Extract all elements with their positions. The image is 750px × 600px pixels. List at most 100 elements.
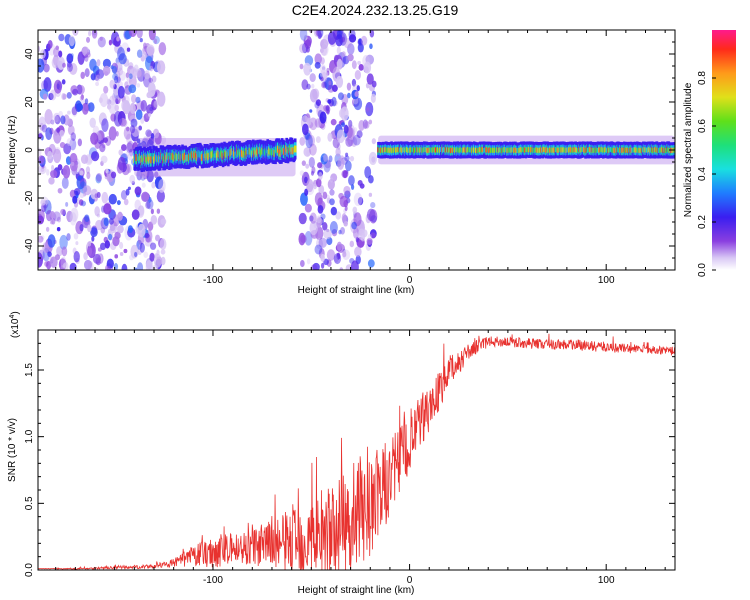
heatmap-noise-cell (47, 39, 53, 49)
heatmap-noise-cell (159, 238, 167, 251)
heatmap-noise-cell (94, 267, 99, 270)
heatmap-noise-cell (156, 256, 163, 266)
heatmap-noise-cell (335, 34, 344, 47)
heatmap-noise-cell (43, 77, 52, 92)
heatmap-noise-cell (123, 198, 129, 206)
heatmap-noise-cell (144, 232, 150, 239)
spectrogram-ylabel: Frequency (Hz) (7, 116, 18, 185)
y-tick-label: 0 (24, 147, 35, 153)
heatmap-noise-cell (358, 228, 366, 241)
heatmap-noise-cell (44, 108, 53, 125)
heatmap-noise-cell (81, 102, 89, 115)
heatmap-noise-cell (54, 114, 61, 125)
heatmap-noise-cell (160, 135, 167, 145)
heatmap-noise-cell (86, 246, 93, 257)
colorbar: 0.0 0.2 0.4 0.6 0.8 Normalized spectral ampl… (683, 30, 736, 277)
heatmap-noise-cell (347, 43, 355, 55)
heatmap-noise-cell (108, 126, 117, 141)
heatmap-noise-cell (370, 202, 376, 209)
heatmap-noise-cell (140, 173, 146, 181)
heatmap-noise-cell (45, 226, 50, 232)
heatmap-noise-cell (111, 66, 118, 74)
heatmap-noise-cell (119, 241, 124, 250)
heatmap-noise-cell (46, 260, 52, 270)
heatmap-noise-cell (129, 148, 134, 157)
heatmap-noise-cell (116, 36, 120, 42)
heatmap-noise-cell (319, 111, 327, 124)
heatmap-noise-cell (62, 62, 66, 68)
heatmap-noise-cell (102, 65, 111, 76)
heatmap-noise-cell (61, 79, 66, 85)
snr-xlabel: Height of straight line (km) (298, 585, 415, 596)
heatmap-noise-cell (82, 185, 92, 196)
heatmap-noise-cell (370, 93, 376, 103)
heatmap-noise-cell (129, 102, 136, 114)
heatmap-noise-cell (92, 253, 101, 264)
heatmap-noise-cell (323, 229, 332, 240)
heatmap-noise-cell (80, 177, 87, 189)
heatmap-noise-cell (349, 155, 355, 162)
heatmap-noise-cell (102, 58, 111, 69)
heatmap-noise-cell (90, 151, 100, 162)
heatmap-noise-cell (50, 169, 58, 179)
x-tick-label: -100 (203, 275, 223, 286)
heatmap-noise-cell (149, 106, 154, 112)
heatmap-noise-cell (62, 263, 67, 269)
heatmap-noise-cell (314, 244, 323, 255)
heatmap-noise-cell (323, 153, 329, 162)
heatmap-noise-cell (151, 75, 157, 83)
heatmap-noise-cell (366, 237, 373, 245)
heatmap-noise-cell (317, 30, 324, 38)
heatmap-noise-cell (126, 72, 133, 83)
heatmap-noise-cell (148, 77, 153, 83)
heatmap-noise-cell (354, 69, 361, 80)
heatmap-noise-cell (354, 91, 359, 98)
heatmap-noise-cell (59, 234, 68, 250)
heatmap-noise-cell (156, 189, 165, 203)
heatmap-noise-cell (305, 46, 310, 53)
heatmap-noise-cell (299, 63, 304, 70)
heatmap-noise-cell (121, 99, 128, 111)
heatmap-noise-cell (154, 171, 159, 179)
heatmap-noise-cell (342, 251, 347, 258)
heatmap-noise-cell (146, 104, 154, 115)
heatmap-noise-cell (157, 91, 166, 107)
heatmap-noise-cell (309, 109, 313, 113)
heatmap-noise-cell (87, 102, 95, 113)
heatmap-noise-cell (138, 125, 143, 131)
heatmap-noise-cell (99, 92, 109, 108)
heatmap-noise-cell (89, 117, 96, 128)
heatmap-noise-cell (57, 164, 63, 171)
heatmap-noise-cell (115, 98, 119, 105)
heatmap-noise-cell (140, 174, 145, 180)
heatmap-noise-cell (315, 30, 322, 37)
heatmap-noise-cell (104, 240, 111, 249)
heatmap-noise-cell (61, 246, 68, 257)
heatmap-noise-cell (80, 71, 85, 80)
snr-multiplier: (x104) (9, 311, 21, 338)
heatmap-noise-cell (304, 203, 312, 213)
spectrogram-heatmap (38, 30, 675, 270)
heatmap-noise-cell (129, 66, 137, 80)
heatmap-noise-cell (94, 206, 100, 217)
heatmap-noise-cell (146, 170, 154, 183)
y-tick-label: 20 (24, 96, 35, 108)
heatmap-noise-cell (314, 61, 321, 69)
heatmap-noise-cell (50, 211, 55, 219)
heatmap-noise-cell (87, 241, 92, 247)
heatmap-noise-cell (77, 138, 82, 147)
heatmap-noise-cell (312, 88, 320, 100)
heatmap-noise-cell (316, 215, 322, 224)
heatmap-noise-cell (299, 170, 305, 176)
svg-text:(x104): (x104) (9, 311, 21, 338)
heatmap-noise-cell (86, 52, 91, 58)
heatmap-noise-cell (80, 94, 84, 100)
heatmap-noise-cell (128, 30, 138, 37)
heatmap-noise-cell (134, 186, 142, 196)
spectrogram-xlabel: Height of straight line (km) (298, 285, 415, 296)
heatmap-noise-cell (132, 68, 139, 79)
heatmap-noise-cell (352, 227, 360, 239)
heatmap-noise-cell (59, 129, 65, 137)
heatmap-noise-cell (103, 137, 109, 143)
heatmap-noise-cell (146, 199, 154, 210)
